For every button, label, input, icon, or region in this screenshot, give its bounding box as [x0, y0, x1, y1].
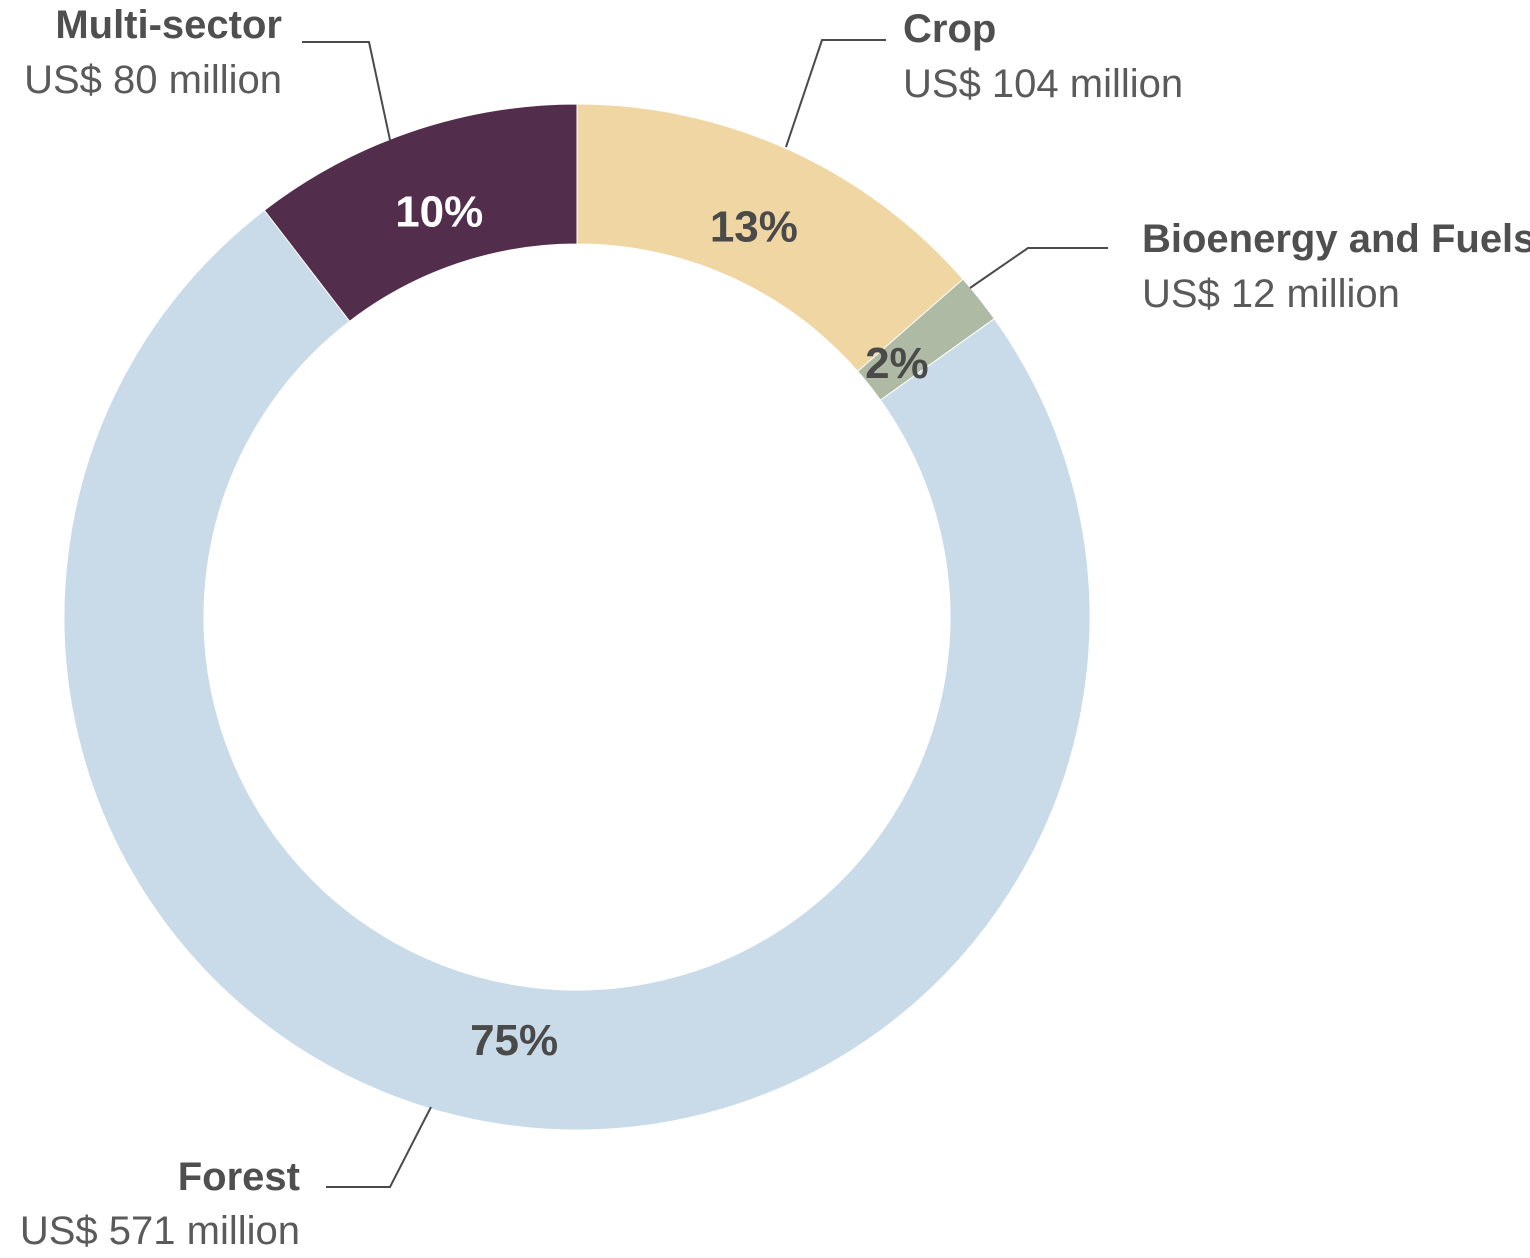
- category-label-bioenergy: Bioenergy and Fuels: [1142, 217, 1530, 261]
- amount-label-multi-sector: US$ 80 million: [24, 58, 282, 102]
- percent-label-forest: 75%: [470, 1016, 558, 1065]
- leader-line-crop: [785, 39, 886, 148]
- donut-slice-forest: [63, 209, 1091, 1131]
- category-label-forest: Forest: [178, 1155, 300, 1199]
- category-label-multi-sector: Multi-sector: [55, 3, 282, 47]
- amount-label-crop: US$ 104 million: [903, 62, 1183, 106]
- amount-label-forest: US$ 571 million: [20, 1209, 300, 1253]
- percent-label-crop: 13%: [710, 203, 798, 252]
- percent-labels: 13% 2% 75% 10%: [395, 187, 928, 1065]
- leader-line-multi-sector: [302, 41, 391, 141]
- donut-slices: [63, 103, 1091, 1131]
- category-label-crop: Crop: [903, 7, 996, 51]
- amount-label-bioenergy: US$ 12 million: [1142, 272, 1400, 316]
- donut-slice-multi-sector: [263, 103, 578, 322]
- percent-label-multi-sector: 10%: [395, 187, 483, 236]
- percent-label-bioenergy-and-fuels: 2%: [865, 339, 929, 388]
- leader-line-bioenergy: [969, 247, 1108, 289]
- leader-line-forest: [326, 1106, 432, 1188]
